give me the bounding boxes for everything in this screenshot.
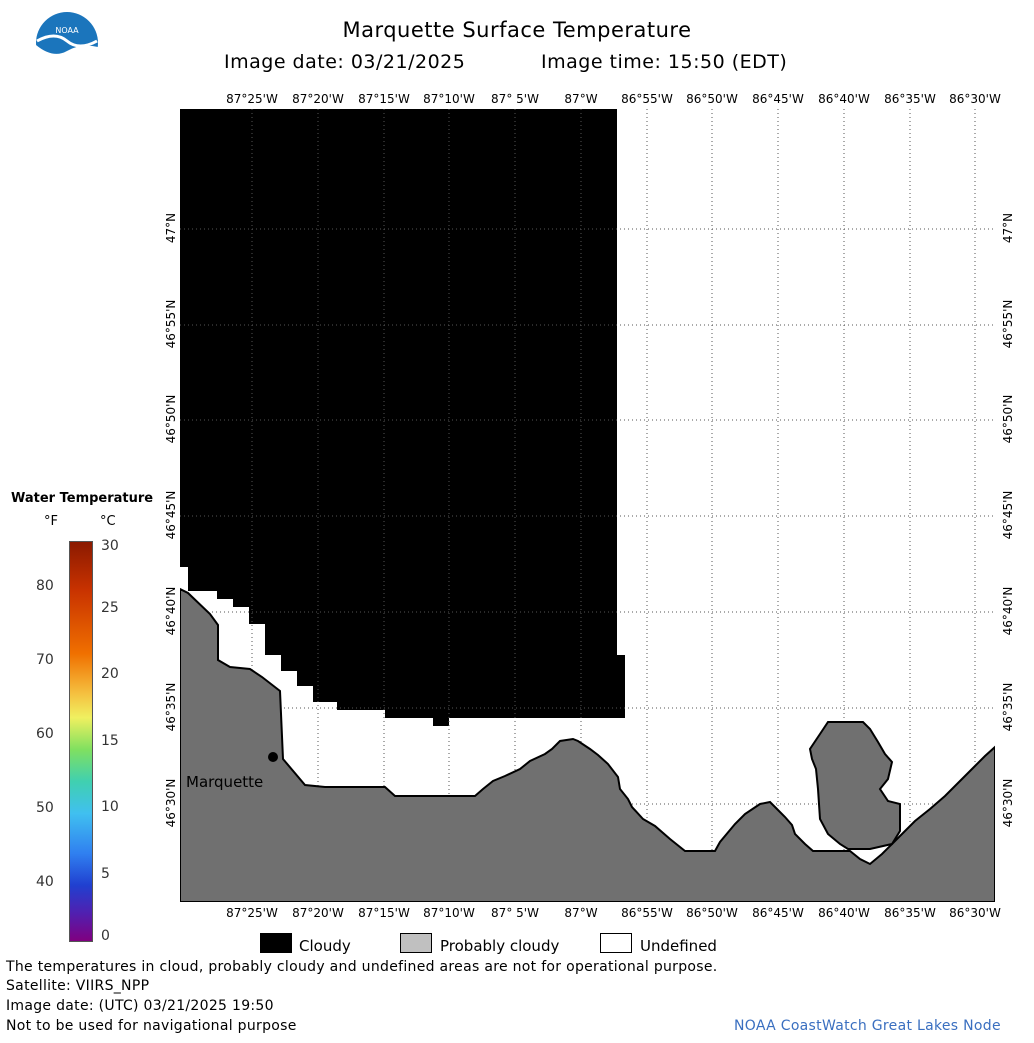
land-south-shore — [180, 587, 995, 902]
lat-label-left: 46°50'N — [164, 394, 178, 444]
lon-label-top: 87°15'W — [358, 92, 410, 106]
marquette-marker — [268, 752, 278, 762]
colorbar-c-label: 10 — [101, 799, 119, 815]
colorbar-f-label: 70 — [36, 652, 54, 668]
lat-label-left: 46°45'N — [164, 490, 178, 540]
lon-label-top: 86°40'W — [818, 92, 870, 106]
city-label: Marquette — [186, 773, 264, 791]
lat-label-right: 46°55'N — [1001, 299, 1015, 349]
colorbar-f-label: 80 — [36, 578, 54, 594]
lon-label-bottom: 87°W — [564, 906, 598, 920]
lon-label-top: 86°30'W — [949, 92, 1001, 106]
lon-label-top: 86°50'W — [686, 92, 738, 106]
colorbar-c-label: 5 — [101, 866, 110, 882]
lat-label-left: 46°55'N — [164, 299, 178, 349]
lon-label-top: 86°55'W — [621, 92, 673, 106]
disclaimer-text: The temperatures in cloud, probably clou… — [6, 959, 718, 975]
colorbar-c-label: 0 — [101, 928, 110, 944]
lon-label-bottom: 87°10'W — [423, 906, 475, 920]
colorbar-c-label: 30 — [101, 538, 119, 554]
lon-label-bottom: 86°40'W — [818, 906, 870, 920]
lat-label-right: 46°35'N — [1001, 682, 1015, 732]
probably-cloudy-swatch — [400, 933, 432, 953]
colorbar-title: Water Temperature — [11, 491, 154, 506]
cloudy-swatch — [260, 933, 292, 953]
lon-label-top: 87°20'W — [292, 92, 344, 106]
map-panel — [180, 109, 995, 902]
lon-label-top: 87°10'W — [423, 92, 475, 106]
credit-link[interactable]: NOAA CoastWatch Great Lakes Node — [734, 1018, 1001, 1034]
lon-label-top: 87° 5'W — [491, 92, 539, 106]
undefined-label: Undefined — [640, 937, 717, 955]
lat-label-right: 46°50'N — [1001, 394, 1015, 444]
land-island — [808, 721, 901, 850]
map-title: Marquette Surface Temperature — [342, 18, 692, 42]
lon-label-bottom: 87°15'W — [358, 906, 410, 920]
satellite-text: Satellite: VIIRS_NPP — [6, 978, 150, 994]
colorbar-f-label: 40 — [36, 874, 54, 890]
cloud-area — [180, 109, 625, 726]
unit-celsius: °C — [100, 514, 116, 529]
unit-fahrenheit: °F — [44, 514, 58, 529]
utc-date-text: Image date: (UTC) 03/21/2025 19:50 — [6, 998, 274, 1014]
lon-label-bottom: 87°25'W — [226, 906, 278, 920]
colorbar-f-label: 60 — [36, 726, 54, 742]
navigation-warning: Not to be used for navigational purpose — [6, 1018, 297, 1034]
lat-label-left: 46°35'N — [164, 682, 178, 732]
lon-label-bottom: 86°50'W — [686, 906, 738, 920]
lat-label-right: 46°30'N — [1001, 778, 1015, 828]
image-time: Image time: 15:50 (EDT) — [541, 51, 788, 73]
image-date: Image date: 03/21/2025 — [224, 51, 466, 73]
lon-label-bottom: 86°55'W — [621, 906, 673, 920]
colorbar-c-label: 15 — [101, 733, 119, 749]
noaa-logo: NOAA — [35, 11, 99, 82]
lat-label-left: 47°N — [164, 212, 178, 244]
probably-cloudy-label: Probably cloudy — [440, 937, 560, 955]
lon-label-bottom: 86°30'W — [949, 906, 1001, 920]
lat-label-right: 46°45'N — [1001, 490, 1015, 540]
lon-label-top: 86°45'W — [752, 92, 804, 106]
undefined-swatch — [600, 933, 632, 953]
lon-label-bottom: 87°20'W — [292, 906, 344, 920]
cloudy-label: Cloudy — [299, 937, 351, 955]
colorbar-gradient — [69, 541, 93, 942]
lon-label-top: 87°25'W — [226, 92, 278, 106]
lon-label-bottom: 87° 5'W — [491, 906, 539, 920]
lat-label-left: 46°40'N — [164, 586, 178, 636]
lon-label-bottom: 86°45'W — [752, 906, 804, 920]
lon-label-bottom: 86°35'W — [884, 906, 936, 920]
lon-label-top: 87°W — [564, 92, 598, 106]
lat-label-right: 46°40'N — [1001, 586, 1015, 636]
colorbar-c-label: 25 — [101, 600, 119, 616]
lon-label-top: 86°35'W — [884, 92, 936, 106]
colorbar-f-label: 50 — [36, 800, 54, 816]
colorbar-c-label: 20 — [101, 666, 119, 682]
logo-text: NOAA — [55, 26, 79, 35]
lat-label-right: 47°N — [1001, 212, 1015, 244]
lat-label-left: 46°30'N — [164, 778, 178, 828]
